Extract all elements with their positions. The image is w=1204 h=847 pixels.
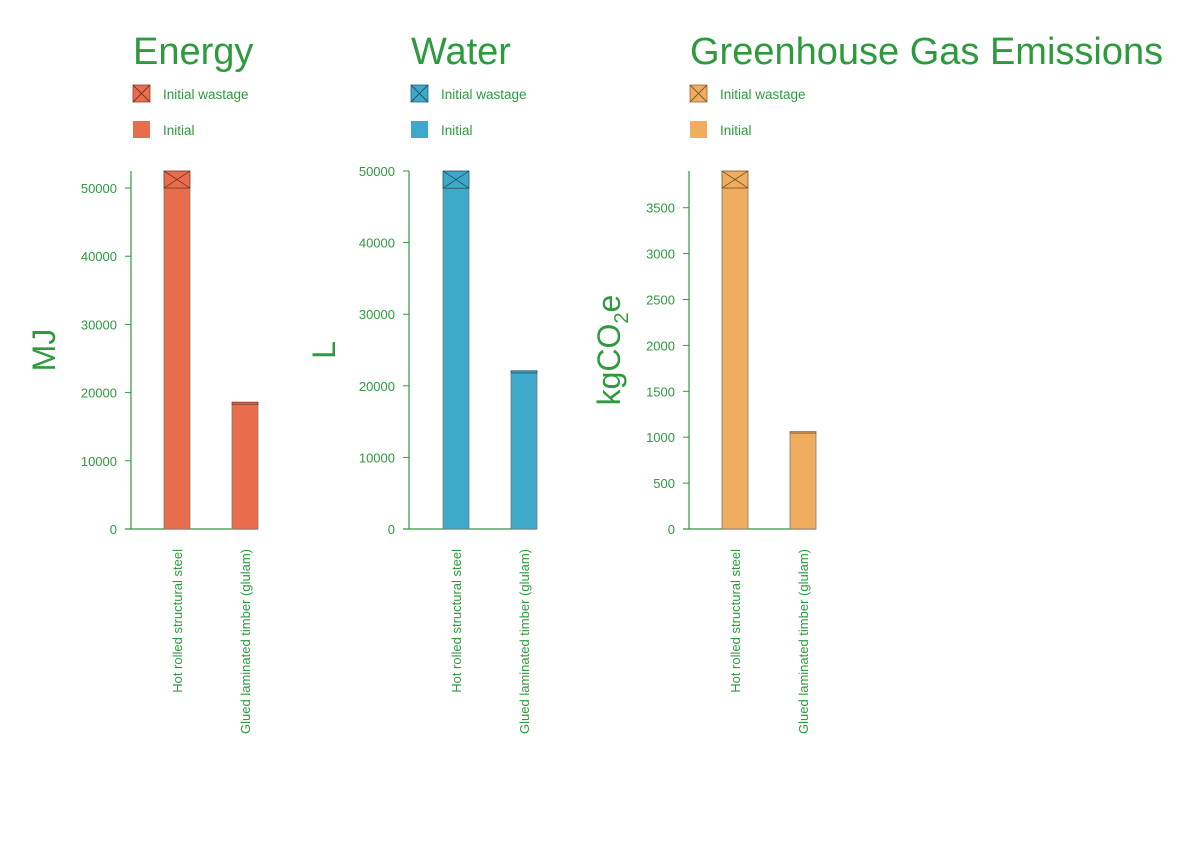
bar-initial bbox=[789, 432, 817, 530]
legend-swatch bbox=[411, 121, 428, 138]
chart-panel-0: Energy Initial wastage Initial MJ 0 10000 2000… bbox=[26, 31, 259, 734]
chart-panel-2: Greenhouse Gas Emissions Initial wastage I… bbox=[591, 31, 1163, 734]
y-tick-label: 2500 bbox=[646, 293, 675, 308]
chart-title: Energy bbox=[133, 31, 253, 73]
chart-title: Water bbox=[411, 31, 511, 73]
legend-swatch bbox=[133, 121, 150, 138]
legend-label: Initial wastage bbox=[720, 87, 806, 102]
x-tick-label: Glued laminated timber (glulam) bbox=[238, 549, 253, 734]
bar-hatch bbox=[442, 170, 470, 189]
bar-initial-wastage bbox=[789, 431, 817, 434]
y-tick-label: 20000 bbox=[81, 386, 117, 401]
legend-hatch bbox=[689, 84, 708, 103]
chart-panel-1: Water Initial wastage Initial L 0 10000 20000 3… bbox=[306, 31, 538, 734]
x-tick-label: Hot rolled structural steel bbox=[170, 549, 185, 693]
y-tick-label: 40000 bbox=[359, 236, 395, 251]
y-tick-label: 0 bbox=[110, 522, 117, 537]
y-tick-label: 20000 bbox=[359, 379, 395, 394]
y-axis-label: L bbox=[306, 341, 342, 359]
bar-initial bbox=[721, 187, 749, 530]
y-axis-label: MJ bbox=[26, 329, 62, 372]
bar-initial bbox=[231, 403, 259, 530]
x-tick-label: Glued laminated timber (glulam) bbox=[517, 549, 532, 734]
bar-initial-wastage bbox=[510, 370, 538, 374]
y-axis-label-tail: e bbox=[591, 295, 627, 313]
x-tick-label: Glued laminated timber (glulam) bbox=[796, 549, 811, 734]
y-tick-label: 3000 bbox=[646, 247, 675, 262]
legend-swatch bbox=[690, 121, 707, 138]
y-tick-label: 1500 bbox=[646, 384, 675, 399]
legend-label: Initial wastage bbox=[163, 87, 249, 102]
y-tick-label: 30000 bbox=[81, 317, 117, 332]
chart-title: Greenhouse Gas Emissions bbox=[690, 31, 1163, 73]
legend-label: Initial bbox=[720, 123, 752, 138]
x-tick-label: Hot rolled structural steel bbox=[728, 549, 743, 693]
y-tick-label: 30000 bbox=[359, 307, 395, 322]
x-tick-label: Hot rolled structural steel bbox=[449, 549, 464, 693]
bar-hatch bbox=[721, 170, 749, 189]
bar-initial bbox=[510, 372, 538, 530]
bar-initial bbox=[442, 187, 470, 530]
y-tick-label: 0 bbox=[388, 522, 395, 537]
y-tick-label: 50000 bbox=[81, 181, 117, 196]
legend-label: Initial wastage bbox=[441, 87, 527, 102]
legend-hatch bbox=[410, 84, 429, 103]
legend-label: Initial bbox=[441, 123, 473, 138]
y-tick-label: 10000 bbox=[359, 450, 395, 465]
legend-hatch bbox=[132, 84, 151, 103]
y-tick-label: 2000 bbox=[646, 338, 675, 353]
y-tick-label: 50000 bbox=[359, 164, 395, 179]
y-tick-label: 3500 bbox=[646, 201, 675, 216]
y-tick-label: 1000 bbox=[646, 430, 675, 445]
y-axis-label-sub: 2 bbox=[611, 312, 633, 323]
bar-initial-wastage bbox=[231, 401, 259, 405]
y-tick-label: 0 bbox=[668, 522, 675, 537]
legend-label: Initial bbox=[163, 123, 195, 138]
y-tick-label: 500 bbox=[653, 476, 675, 491]
y-tick-label: 10000 bbox=[81, 454, 117, 469]
bar-hatch bbox=[163, 170, 191, 189]
y-axis-label: kgCO2e bbox=[591, 295, 633, 406]
bar-initial bbox=[163, 187, 191, 530]
y-axis-label-main: kgCO bbox=[591, 324, 627, 406]
y-tick-label: 40000 bbox=[81, 249, 117, 264]
